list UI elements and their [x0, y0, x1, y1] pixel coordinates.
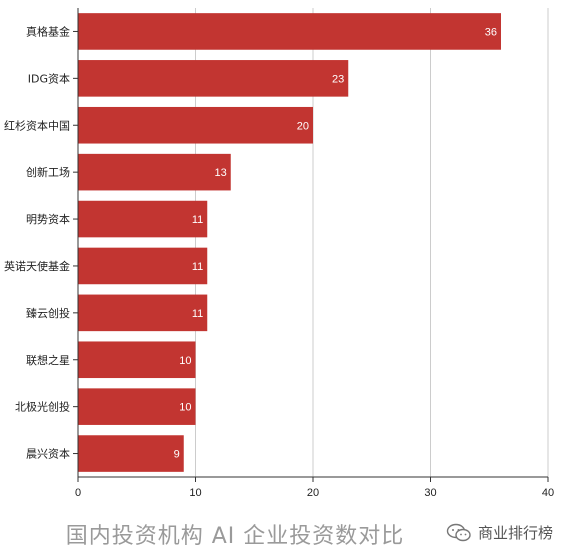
watermark-text: 商业排行榜	[478, 524, 554, 542]
y-category-label: 创新工场	[26, 165, 70, 179]
bar-chart: 36 23 20 13 11 11 11 10 10 9 真格基金 IDG资本红杉资本中国创新工场明…	[4, 8, 554, 499]
bar	[78, 435, 184, 472]
chart-caption: 国内投资机构 AI 企业投资数对比	[65, 524, 405, 549]
y-category-label: 晨兴资本	[26, 447, 70, 461]
y-category-label: 联想之星	[26, 353, 70, 367]
bar	[78, 388, 196, 425]
bar-value-label: 20	[297, 120, 309, 132]
bar-value-label: 36	[485, 26, 497, 38]
x-tick-label: 10	[189, 487, 201, 499]
bar	[78, 60, 349, 97]
bar	[78, 200, 208, 238]
bar	[78, 341, 196, 379]
y-category-label: 明势资本	[26, 212, 70, 226]
bar	[78, 106, 313, 144]
x-tick-label: 30	[424, 487, 436, 499]
x-tick-label: 0	[75, 487, 81, 499]
y-category-label: 红杉资本中国	[4, 118, 70, 132]
y-category-label: 臻云创投	[26, 306, 70, 320]
y-category-label: 真格基金	[26, 24, 70, 38]
bar	[78, 13, 501, 50]
bar	[78, 153, 231, 191]
bar	[78, 247, 208, 285]
bar-value-label: 11	[192, 214, 203, 226]
bar-value-label: 13	[215, 167, 227, 179]
y-category-label: 英诺天使基金	[4, 259, 70, 273]
bar-value-label: 23	[332, 73, 344, 85]
bar-value-label: 10	[179, 402, 191, 414]
y-category-label: IDG资本	[28, 71, 70, 85]
bar-value-label: 9	[174, 449, 180, 461]
watermark: 商业排行榜	[446, 522, 553, 543]
wechat-icon	[446, 523, 471, 541]
x-tick-label: 40	[542, 487, 554, 499]
bar	[78, 294, 208, 332]
bar-value-label: 10	[179, 355, 191, 367]
bar-value-label: 11	[192, 261, 203, 273]
y-category-label: 北极光创投	[15, 400, 70, 414]
bar-value-label: 11	[192, 308, 203, 320]
x-tick-label: 20	[307, 487, 319, 499]
